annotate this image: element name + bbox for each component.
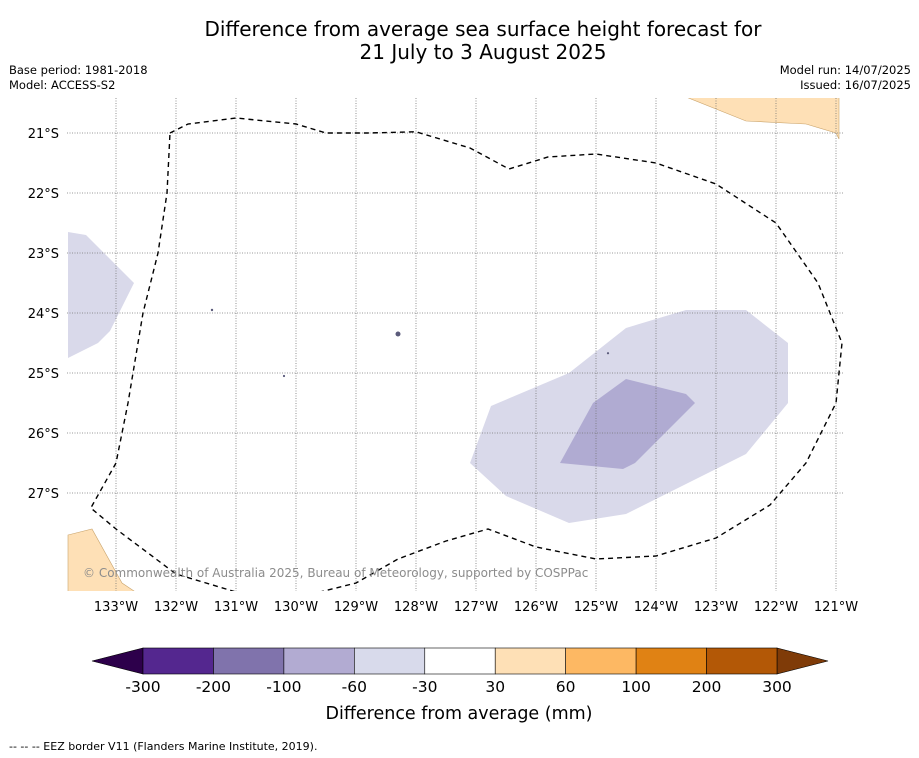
lat-tick-label: 24°S xyxy=(28,307,59,322)
lon-tick-label: 128°W xyxy=(394,600,438,615)
colorbar-tick-label: -30 xyxy=(412,678,437,696)
lat-tick-label: 27°S xyxy=(28,487,59,502)
eez-legend-note: -- -- -- EEZ border V11 (Flanders Marine… xyxy=(9,740,318,753)
lon-tick-label: 130°W xyxy=(274,600,318,615)
lon-tick-label: 131°W xyxy=(214,600,258,615)
colorbar-segment xyxy=(283,647,355,675)
base-period: Base period: 1981-2018 xyxy=(9,63,148,77)
anomaly-spot xyxy=(282,374,286,378)
colorbar: -300 -200 -100 -60 -30 30 60 100 200 300 xyxy=(91,647,829,696)
colorbar-tick-label: 30 xyxy=(485,678,505,696)
lat-tick-label: 25°S xyxy=(28,367,59,382)
anomaly-spot xyxy=(395,331,401,337)
colorbar-segment xyxy=(494,647,566,675)
colorbar-tick-label: -200 xyxy=(196,678,231,696)
lat-tick-label: 22°S xyxy=(28,187,59,202)
anomaly-region xyxy=(68,232,134,358)
map-axes: 133°W 132°W 131°W 130°W 129°W 128°W 127°W 126°W… xyxy=(28,127,859,615)
map-area xyxy=(67,98,843,643)
anomaly-spot xyxy=(210,308,214,312)
map-attribution: © Commonwealth of Australia 2025, Bureau… xyxy=(83,566,588,580)
meta-left: Base period: 1981-2018 Model: ACCESS-S2 xyxy=(9,63,148,93)
lon-tick-label: 129°W xyxy=(334,600,378,615)
chart-title: Difference from average sea surface heig… xyxy=(0,18,919,64)
lon-tick-label: 124°W xyxy=(634,600,678,615)
colorbar-extend-high xyxy=(776,647,829,675)
eez-border xyxy=(89,117,843,591)
colorbar-extend-low xyxy=(91,647,144,675)
colorbar-tick-label: 100 xyxy=(621,678,651,696)
model-run: Model run: 14/07/2025 xyxy=(779,63,911,77)
lon-tick-label: 121°W xyxy=(814,600,858,615)
colorbar-title: Difference from average (mm) xyxy=(325,704,592,724)
anomaly-region xyxy=(67,528,135,591)
anomaly-region xyxy=(686,613,746,643)
colorbar-segment xyxy=(565,647,637,675)
title-line-1: Difference from average sea surface heig… xyxy=(204,17,762,41)
colorbar-segment xyxy=(142,647,214,675)
anomaly-spot xyxy=(606,352,610,355)
colorbar-segment xyxy=(424,647,496,675)
lon-tick-label: 127°W xyxy=(454,600,498,615)
anomaly-region xyxy=(560,379,695,469)
colorbar-segment xyxy=(706,647,778,675)
lon-tick-label: 133°W xyxy=(94,600,138,615)
colorbar-tick-label: -60 xyxy=(342,678,367,696)
lon-tick-label: 125°W xyxy=(574,600,618,615)
lat-tick-label: 21°S xyxy=(28,127,59,142)
colorbar-tick-label: 60 xyxy=(556,678,576,696)
colorbar-tick-label: -100 xyxy=(266,678,301,696)
map-content xyxy=(67,98,843,643)
lat-tick-label: 23°S xyxy=(28,247,59,262)
model-name: Model: ACCESS-S2 xyxy=(9,78,116,92)
colorbar-segment xyxy=(213,647,285,675)
title-line-2: 21 July to 3 August 2025 xyxy=(359,40,607,64)
colorbar-tick-label: 300 xyxy=(762,678,792,696)
lon-tick-label: 126°W xyxy=(514,600,558,615)
lon-tick-label: 123°W xyxy=(694,600,738,615)
colorbar-segment xyxy=(635,647,707,675)
meta-right: Model run: 14/07/2025 Issued: 16/07/2025 xyxy=(780,63,911,93)
issued-date: Issued: 16/07/2025 xyxy=(800,78,911,92)
lon-tick-label: 122°W xyxy=(754,600,798,615)
lon-tick-label: 132°W xyxy=(154,600,198,615)
colorbar-segment xyxy=(354,647,426,675)
colorbar-tick-label: -300 xyxy=(125,678,160,696)
colorbar-tick-label: 200 xyxy=(692,678,722,696)
lat-tick-label: 26°S xyxy=(28,427,59,442)
